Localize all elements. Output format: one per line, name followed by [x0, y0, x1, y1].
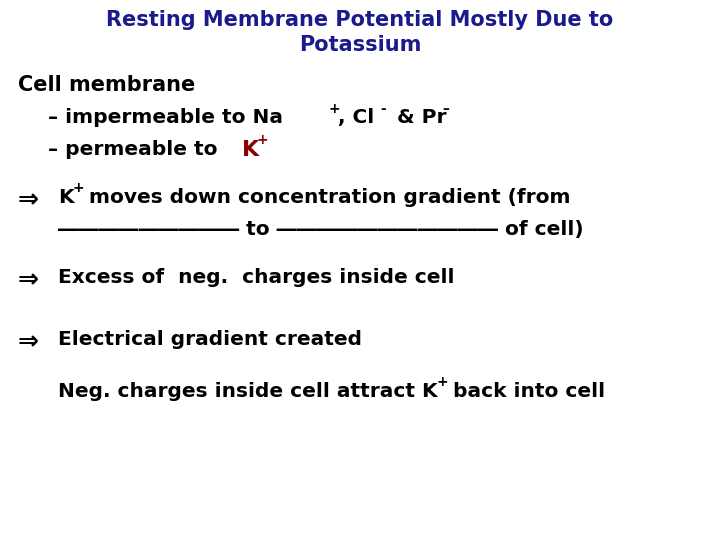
Text: moves down concentration gradient (from: moves down concentration gradient (from — [82, 188, 570, 207]
Text: Cell membrane: Cell membrane — [18, 75, 195, 95]
Text: –: – — [438, 102, 450, 116]
Text: back into cell: back into cell — [446, 382, 605, 401]
Text: Excess of  neg.  charges inside cell: Excess of neg. charges inside cell — [58, 268, 454, 287]
Text: & Pr: & Pr — [390, 108, 446, 127]
Text: +: + — [328, 102, 340, 116]
Text: ⇒: ⇒ — [18, 268, 39, 292]
Text: Potassium: Potassium — [299, 35, 421, 55]
Text: – impermeable to Na: – impermeable to Na — [48, 108, 283, 127]
Text: Electrical gradient created: Electrical gradient created — [58, 330, 362, 349]
Text: K: K — [242, 140, 259, 160]
Text: +: + — [256, 133, 268, 147]
Text: – permeable to: – permeable to — [48, 140, 225, 159]
Text: +: + — [72, 181, 84, 195]
Text: Neg. charges inside cell attract K: Neg. charges inside cell attract K — [58, 382, 438, 401]
Text: Resting Membrane Potential Mostly Due to: Resting Membrane Potential Mostly Due to — [107, 10, 613, 30]
Text: ――――――――― to ――――――――――― of cell): ――――――――― to ――――――――――― of cell) — [58, 220, 584, 239]
Text: +: + — [436, 375, 448, 389]
Text: -: - — [376, 102, 387, 116]
Text: ⇒: ⇒ — [18, 188, 39, 212]
Text: ⇒: ⇒ — [18, 330, 39, 354]
Text: K: K — [58, 188, 73, 207]
Text: , Cl: , Cl — [338, 108, 374, 127]
